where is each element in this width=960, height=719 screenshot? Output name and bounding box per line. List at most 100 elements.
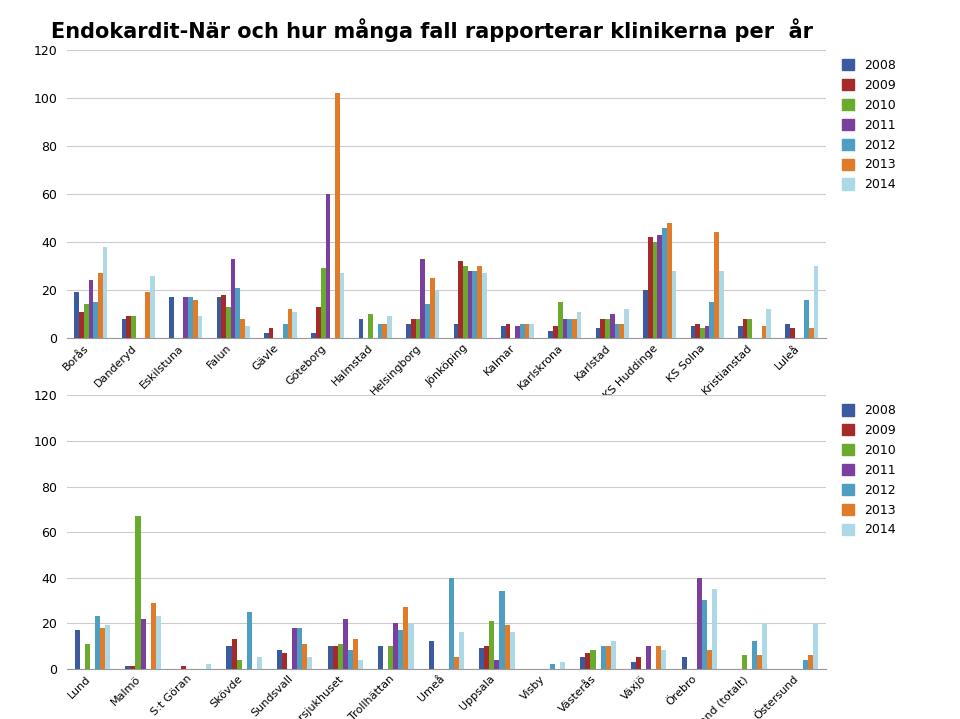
Bar [325,194,330,338]
Bar [553,326,558,338]
Legend: 2008, 2009, 2010, 2011, 2012, 2013, 2014: 2008, 2009, 2010, 2011, 2012, 2013, 2014 [839,57,899,194]
Bar [631,661,636,669]
Bar [757,655,762,669]
Bar [714,232,719,338]
Bar [127,316,132,338]
Text: Endokardit-När och hur många fall rapporterar klinikerna per  år: Endokardit-När och hur många fall rappor… [51,18,813,42]
Bar [809,329,814,338]
Bar [398,630,403,669]
Bar [388,646,394,669]
Bar [653,242,658,338]
Bar [761,326,766,338]
Bar [610,314,614,338]
Bar [307,657,312,669]
Bar [524,324,529,338]
Bar [316,307,321,338]
Bar [245,326,250,338]
Bar [477,266,482,338]
Bar [510,632,515,669]
Bar [103,247,108,338]
Bar [590,651,595,669]
Bar [643,290,648,338]
Bar [490,620,494,669]
Bar [516,326,520,338]
Bar [226,307,230,338]
Bar [302,644,307,669]
Bar [382,324,387,338]
Bar [84,644,90,669]
Bar [468,271,472,338]
Bar [79,311,84,338]
Bar [145,293,150,338]
Bar [132,316,136,338]
Bar [707,651,711,669]
Bar [458,261,463,338]
Bar [719,271,724,338]
Bar [785,324,790,338]
Bar [188,297,193,338]
Bar [333,646,338,669]
Bar [430,278,435,338]
Bar [221,295,226,338]
Bar [88,280,93,338]
Bar [394,623,398,669]
Bar [429,641,434,669]
Bar [690,326,695,338]
Bar [98,273,103,338]
Bar [572,319,577,338]
Bar [702,600,707,669]
Bar [240,319,245,338]
Bar [563,319,567,338]
Bar [560,661,565,669]
Bar [596,329,600,338]
Bar [193,300,198,338]
Bar [277,651,282,669]
Bar [762,623,767,669]
Bar [601,646,606,669]
Bar [292,628,298,669]
Bar [558,302,563,338]
Bar [343,618,348,669]
Bar [288,309,293,338]
Bar [74,293,79,338]
Bar [106,626,110,669]
Bar [808,655,813,669]
Bar [122,319,127,338]
Bar [348,651,353,669]
Bar [269,329,274,338]
Bar [606,646,611,669]
Bar [377,324,382,338]
Bar [577,311,582,338]
Bar [742,655,747,669]
Bar [293,311,297,338]
Bar [406,324,411,338]
Bar [156,616,160,669]
Bar [611,641,615,669]
Bar [198,316,203,338]
Bar [411,319,416,338]
Bar [743,319,748,338]
Bar [93,302,98,338]
Bar [463,266,468,338]
Bar [506,324,511,338]
Bar [804,300,809,338]
Bar [449,577,454,669]
Bar [657,646,661,669]
Bar [705,326,709,338]
Bar [753,641,757,669]
Bar [454,657,459,669]
Bar [813,623,818,669]
Bar [327,646,333,669]
Bar [600,319,605,338]
Bar [435,290,440,338]
Bar [672,271,676,338]
Bar [814,266,819,338]
Bar [230,259,235,338]
Bar [169,297,174,338]
Bar [353,639,358,669]
Bar [548,331,553,338]
Bar [485,646,490,669]
Bar [298,628,302,669]
Bar [636,657,641,669]
Bar [605,319,610,338]
